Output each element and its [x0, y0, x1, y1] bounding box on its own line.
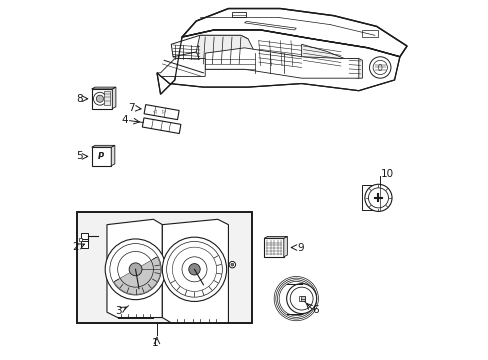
Bar: [91, 89, 112, 109]
Polygon shape: [111, 145, 115, 166]
Bar: [264, 238, 283, 257]
Polygon shape: [162, 219, 228, 323]
Bar: [77, 212, 251, 323]
Circle shape: [105, 239, 165, 300]
Polygon shape: [91, 87, 116, 89]
Text: ◁: ◁: [152, 109, 156, 113]
Bar: [91, 147, 111, 166]
Text: 7: 7: [128, 103, 134, 113]
Polygon shape: [91, 145, 115, 147]
Circle shape: [129, 263, 142, 276]
Text: 1: 1: [152, 338, 158, 348]
Text: ▷: ▷: [161, 109, 165, 113]
Bar: [81, 233, 88, 239]
Bar: [81, 242, 88, 248]
Circle shape: [96, 95, 103, 102]
Polygon shape: [112, 87, 116, 109]
Bar: [362, 30, 378, 37]
Circle shape: [93, 92, 106, 105]
Bar: [231, 12, 246, 18]
Wedge shape: [135, 257, 160, 269]
Text: 5: 5: [76, 152, 82, 161]
Text: 6: 6: [311, 305, 318, 315]
Circle shape: [369, 57, 390, 78]
Polygon shape: [205, 48, 358, 78]
Text: 9: 9: [296, 243, 303, 252]
Polygon shape: [157, 30, 399, 94]
Bar: [104, 91, 110, 105]
Polygon shape: [107, 219, 162, 318]
Text: 3: 3: [115, 306, 121, 316]
Polygon shape: [347, 59, 362, 78]
Text: 8: 8: [76, 94, 82, 104]
Bar: [77, 212, 251, 323]
Circle shape: [286, 284, 316, 314]
Bar: [80, 238, 82, 241]
Polygon shape: [157, 59, 205, 76]
Circle shape: [188, 264, 200, 275]
Polygon shape: [144, 105, 179, 120]
Bar: [362, 185, 380, 210]
Circle shape: [162, 237, 226, 301]
Polygon shape: [301, 44, 344, 76]
Polygon shape: [182, 9, 406, 57]
Text: 10: 10: [380, 168, 393, 179]
Wedge shape: [114, 269, 160, 294]
Circle shape: [364, 184, 391, 211]
Text: 4: 4: [121, 115, 128, 125]
Polygon shape: [142, 118, 181, 134]
Text: P: P: [97, 152, 103, 161]
Bar: [298, 296, 304, 301]
Bar: [300, 296, 304, 301]
Polygon shape: [171, 35, 247, 57]
Polygon shape: [283, 237, 287, 257]
Text: 2: 2: [72, 242, 79, 252]
Circle shape: [230, 263, 233, 266]
Polygon shape: [196, 35, 255, 66]
Circle shape: [229, 261, 235, 268]
Polygon shape: [264, 237, 287, 238]
